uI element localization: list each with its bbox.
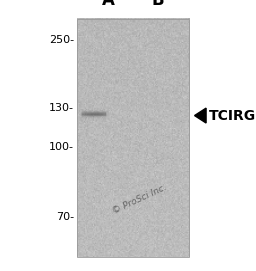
- Polygon shape: [195, 108, 206, 123]
- Text: 100-: 100-: [49, 141, 74, 151]
- Bar: [77, 19, 189, 257]
- Text: A: A: [102, 0, 115, 9]
- Text: 250-: 250-: [49, 36, 74, 46]
- Text: B: B: [152, 0, 164, 9]
- Text: 130-: 130-: [49, 104, 74, 113]
- Text: 70-: 70-: [56, 212, 74, 222]
- Text: TCIRG1: TCIRG1: [209, 109, 256, 122]
- Text: © ProSci Inc.: © ProSci Inc.: [111, 182, 168, 215]
